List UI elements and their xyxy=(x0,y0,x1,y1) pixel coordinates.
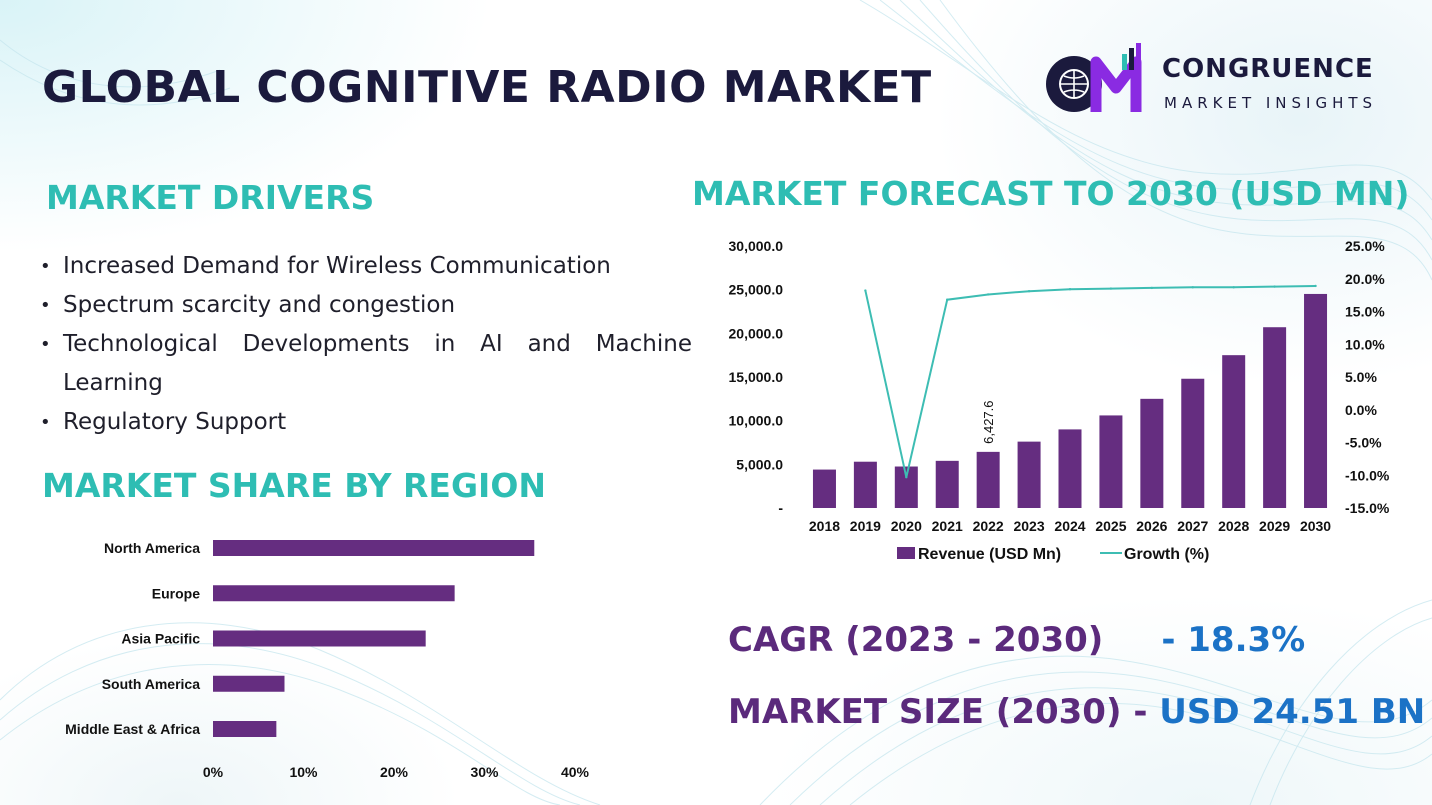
x-tick-label: 2029 xyxy=(1259,518,1290,534)
x-tick-label: 2030 xyxy=(1300,518,1331,534)
region-bar xyxy=(213,675,285,692)
x-tick-label: 30% xyxy=(470,764,499,780)
y-left-tick-label: 30,000.0 xyxy=(729,238,784,254)
cagr-value: - 18.3% xyxy=(1161,620,1306,660)
y-right-tick-label: -15.0% xyxy=(1345,500,1390,516)
region-bar xyxy=(213,721,277,737)
revenue-bar xyxy=(1017,441,1041,508)
page-title: GLOBAL COGNITIVE RADIO MARKET xyxy=(42,62,932,113)
revenue-bar xyxy=(935,460,959,508)
y-left-tick-label: 15,000.0 xyxy=(729,369,784,385)
cm-logo-icon xyxy=(1046,43,1142,112)
x-tick-label: 2022 xyxy=(973,518,1004,534)
market-drivers-heading: MARKET DRIVERS xyxy=(46,178,375,217)
region-bar xyxy=(213,585,455,602)
x-tick-label: 40% xyxy=(561,764,590,780)
y-right-tick-label: 5.0% xyxy=(1345,369,1377,385)
y-right-tick-label: 20.0% xyxy=(1345,271,1385,287)
y-left-tick-label: 20,000.0 xyxy=(729,325,784,341)
x-tick-label: 2023 xyxy=(1013,518,1044,534)
logo-subtitle: MARKET INSIGHTS xyxy=(1164,94,1378,112)
growth-point xyxy=(1314,284,1317,288)
revenue-bar xyxy=(1181,378,1205,508)
data-label: 6,427.6 xyxy=(981,400,996,443)
market-size-statement: MARKET SIZE (2030) - USD 24.51 BN xyxy=(728,692,1425,732)
region-bar xyxy=(213,540,535,556)
region-label: Middle East & Africa xyxy=(65,721,200,737)
market-share-heading: MARKET SHARE BY REGION xyxy=(42,466,546,505)
x-tick-label: 2020 xyxy=(891,518,922,534)
y-right-tick-label: 0.0% xyxy=(1345,402,1377,418)
x-tick-label: 2021 xyxy=(932,518,963,534)
revenue-bar xyxy=(812,469,836,508)
y-left-tick-label: - xyxy=(778,500,783,516)
revenue-bar xyxy=(894,466,918,508)
drivers-list: Increased Demand for Wireless Communicat… xyxy=(40,247,692,442)
growth-point xyxy=(1232,286,1235,289)
region-label: South America xyxy=(102,676,200,692)
x-tick-label: 2028 xyxy=(1218,518,1249,534)
company-logo: CONGRUENCE MARKET INSIGHTS xyxy=(1044,40,1404,120)
x-tick-label: 0% xyxy=(203,764,224,780)
legend-label-growth: Growth (%) xyxy=(1124,546,1209,563)
y-left-tick-label: 25,000.0 xyxy=(729,282,784,298)
x-tick-label: 2018 xyxy=(809,518,840,534)
legend-swatch-revenue xyxy=(897,547,915,559)
growth-point xyxy=(1109,287,1113,290)
x-tick-label: 2027 xyxy=(1177,518,1208,534)
legend-label-revenue: Revenue (USD Mn) xyxy=(918,546,1061,563)
growth-point xyxy=(864,289,867,292)
revenue-bar xyxy=(1140,398,1164,508)
market-forecast-heading: MARKET FORECAST TO 2030 (USD MN) xyxy=(692,174,1410,213)
region-bar xyxy=(213,630,426,647)
revenue-bar xyxy=(1263,327,1287,508)
revenue-bar xyxy=(1058,429,1082,508)
x-tick-label: 10% xyxy=(289,764,318,780)
revenue-bar xyxy=(976,451,1000,508)
y-right-tick-label: 25.0% xyxy=(1345,238,1385,254)
x-tick-label: 2019 xyxy=(850,518,881,534)
growth-point xyxy=(905,476,908,479)
driver-item: Increased Demand for Wireless Communicat… xyxy=(40,247,692,286)
growth-point xyxy=(1191,286,1194,289)
revenue-bar xyxy=(1222,355,1246,508)
growth-point xyxy=(986,293,990,296)
x-tick-label: 2025 xyxy=(1095,518,1126,534)
region-label: Asia Pacific xyxy=(121,631,200,647)
y-right-tick-label: -5.0% xyxy=(1345,435,1382,451)
y-right-tick-label: -10.0% xyxy=(1345,467,1390,483)
cagr-label: CAGR (2023 - 2030) xyxy=(728,620,1104,660)
driver-item: Spectrum scarcity and congestion xyxy=(40,286,692,325)
market-size-value: USD 24.51 BN xyxy=(1159,692,1426,732)
x-tick-label: 2026 xyxy=(1136,518,1167,534)
growth-point xyxy=(1027,289,1031,293)
y-right-tick-label: 15.0% xyxy=(1345,304,1385,320)
region-label: North America xyxy=(104,540,200,556)
driver-item: Technological Developments in AI and Mac… xyxy=(40,325,692,403)
market-size-label: MARKET SIZE (2030) - xyxy=(728,692,1148,732)
cagr-statement: CAGR (2023 - 2030) - 18.3% xyxy=(728,620,1305,660)
revenue-bar xyxy=(853,461,877,508)
region-label: Europe xyxy=(152,585,200,601)
y-left-tick-label: 5,000.0 xyxy=(736,456,783,472)
growth-point xyxy=(1150,286,1154,290)
logo-name: CONGRUENCE xyxy=(1162,54,1374,84)
growth-point xyxy=(946,298,949,301)
growth-point xyxy=(1273,285,1276,288)
x-tick-label: 2024 xyxy=(1054,518,1085,534)
y-right-tick-label: 10.0% xyxy=(1345,336,1385,352)
revenue-bar xyxy=(1099,415,1123,508)
x-tick-label: 20% xyxy=(380,764,409,780)
growth-line xyxy=(864,284,1316,478)
y-left-tick-label: 10,000.0 xyxy=(729,413,784,429)
revenue-bar xyxy=(1304,293,1328,508)
growth-point xyxy=(1068,288,1072,291)
driver-item: Regulatory Support xyxy=(40,403,692,442)
